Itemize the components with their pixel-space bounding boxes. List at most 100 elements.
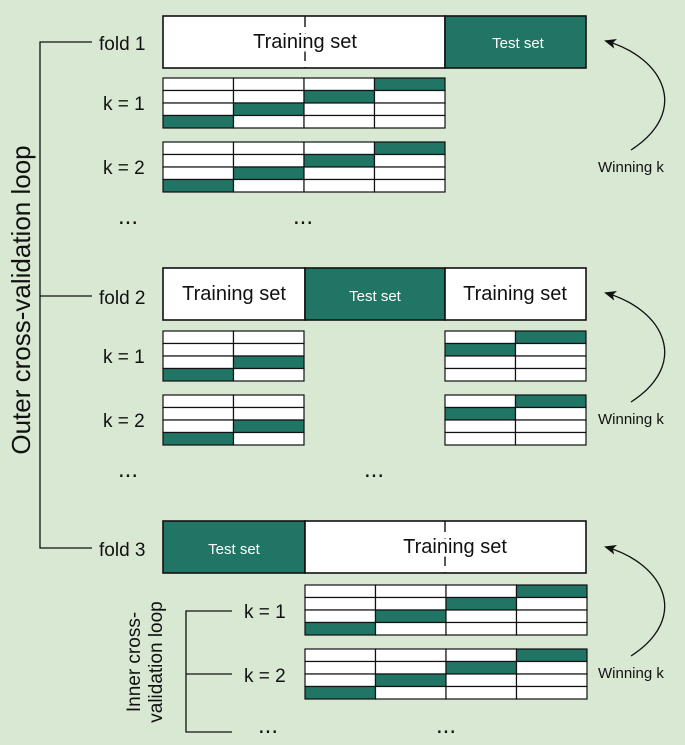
training-cell [232,330,305,345]
fold-3-k2-grid [304,648,588,700]
training-cell [444,419,517,434]
training-cell [303,141,376,156]
training-cell [304,673,377,688]
fold-2-train-segment-left [162,267,306,321]
fold-3-ellipsis-left: ... [258,712,278,739]
training-cell [232,394,305,409]
training-cell [304,596,377,611]
fold-1-k2-label: k = 2 [103,158,145,179]
fold-2-k1-right-grid [444,330,587,382]
outer-loop-bracket [39,41,92,549]
training-cell [162,330,235,345]
fold-1-winning-arrow [604,38,666,151]
validation-cell [232,102,305,117]
training-cell [444,367,517,382]
fold-3-winning-arrow [604,544,666,657]
training-cell [373,89,446,104]
fold-2-train-label-right: Training set [463,283,567,305]
validation-cell [304,621,377,636]
validation-cell [303,89,376,104]
fold-2-k2-left-grid [162,394,305,446]
fold-2-k1-left-grid [162,330,305,382]
fold-3-train-label: Training set [403,536,507,558]
training-cell [445,621,518,636]
training-cell [515,596,588,611]
training-cell [374,584,447,599]
training-cell [162,89,235,104]
training-cell [373,153,446,168]
training-cell [162,166,235,181]
training-cell [515,685,588,700]
training-cell [232,141,305,156]
training-cell [444,355,517,370]
fold-3-winning-label: Winning k [598,665,664,682]
training-cell [373,178,446,193]
fold-1-label: fold 1 [99,34,145,55]
training-cell [162,342,235,357]
training-cell [374,596,447,611]
outer-loop-label: Outer cross-validation loop [6,145,36,454]
training-cell [232,89,305,104]
validation-cell [514,394,587,409]
fold-2-k2-label: k = 2 [103,411,145,432]
training-cell [514,406,587,421]
fold-2-ellipsis-mid: ... [364,456,384,483]
fold-1-k1-label: k = 1 [103,94,145,115]
training-cell [162,419,235,434]
training-cell [445,584,518,599]
training-cell [374,648,447,663]
training-cell [162,394,235,409]
training-cell [445,685,518,700]
training-cell [232,406,305,421]
training-cell [515,609,588,624]
training-cell [373,102,446,117]
training-cell [514,431,587,446]
training-cell [304,660,377,675]
training-cell [232,431,305,446]
fold-3-k2-label: k = 2 [244,666,286,687]
fold-3-k1-grid [304,584,588,636]
training-cell [304,648,377,663]
fold-1-winning-label: Winning k [598,159,664,176]
validation-cell [232,166,305,181]
fold-2-winning-label: Winning k [598,411,664,428]
validation-cell [162,178,235,193]
training-cell [515,621,588,636]
training-cell [303,102,376,117]
fold-2-train-label-left: Training set [182,283,286,305]
training-cell [515,673,588,688]
fold-1-k2-grid [162,141,446,193]
fold-1-test-segment [444,15,587,69]
training-cell [373,166,446,181]
fold-3-test-segment [162,520,306,574]
validation-cell [445,596,518,611]
training-cell [445,648,518,663]
training-cell [232,153,305,168]
training-cell [373,114,446,129]
training-cell [232,342,305,357]
validation-cell [444,406,517,421]
training-cell [232,77,305,92]
training-cell [303,178,376,193]
validation-cell [515,584,588,599]
validation-cell [232,419,305,434]
validation-cell [373,141,446,156]
fold-3-k1-label: k = 1 [244,602,286,623]
validation-cell [514,330,587,345]
inner-loop-label-line2: validation loop [146,601,167,722]
training-cell [232,367,305,382]
validation-cell [445,660,518,675]
fold-1-k1-grid [162,77,446,129]
training-cell [232,114,305,129]
training-cell [304,584,377,599]
validation-cell [162,367,235,382]
validation-cell [374,609,447,624]
validation-cell [444,342,517,357]
validation-cell [515,648,588,663]
fold-1-ellipsis-mid: ... [293,203,313,230]
training-cell [303,114,376,129]
validation-cell [162,431,235,446]
training-cell [444,330,517,345]
